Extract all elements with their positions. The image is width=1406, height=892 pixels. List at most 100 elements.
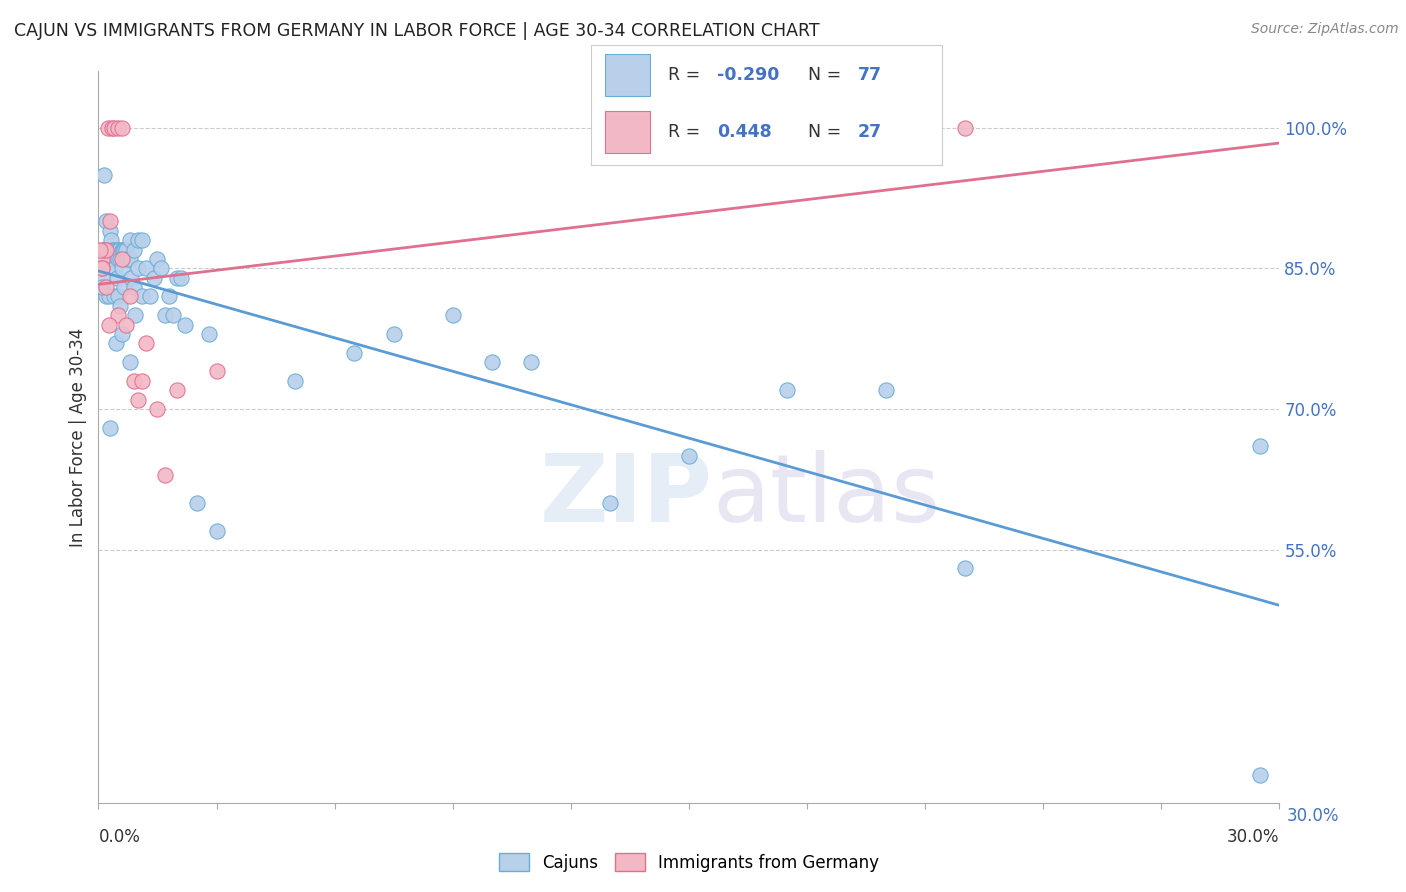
Point xyxy=(115,252,138,266)
Text: N =: N = xyxy=(808,66,848,85)
Point xyxy=(135,336,157,351)
Point xyxy=(1249,440,1271,454)
Point xyxy=(118,252,141,266)
Point xyxy=(131,374,153,388)
Point xyxy=(115,243,138,257)
Text: -0.290: -0.290 xyxy=(717,66,779,85)
Point xyxy=(98,318,121,332)
Point xyxy=(155,467,177,482)
Bar xyxy=(605,111,650,153)
Point xyxy=(107,243,129,257)
Point xyxy=(91,270,114,285)
Point xyxy=(127,261,149,276)
Point xyxy=(103,289,125,303)
Point xyxy=(127,392,149,407)
Text: 30.0%: 30.0% xyxy=(1286,807,1339,825)
Point xyxy=(98,420,121,434)
Point xyxy=(107,289,129,303)
Point xyxy=(157,289,180,303)
Point xyxy=(776,383,799,397)
Point xyxy=(481,355,503,369)
Point xyxy=(115,318,138,332)
Text: 77: 77 xyxy=(858,66,882,85)
Point xyxy=(93,168,115,182)
Text: atlas: atlas xyxy=(713,450,941,541)
Point xyxy=(105,270,128,285)
Point xyxy=(91,261,114,276)
Point xyxy=(520,355,543,369)
Text: R =: R = xyxy=(668,66,706,85)
Point xyxy=(118,289,141,303)
Point xyxy=(382,326,405,341)
Point xyxy=(98,243,121,257)
Text: ZIP: ZIP xyxy=(540,450,713,541)
Point xyxy=(111,120,134,135)
Point xyxy=(284,374,307,388)
Text: R =: R = xyxy=(668,123,711,141)
Point xyxy=(91,280,114,294)
Point xyxy=(96,243,118,257)
Point xyxy=(110,299,132,313)
Point xyxy=(162,308,184,322)
Legend: Cajuns, Immigrants from Germany: Cajuns, Immigrants from Germany xyxy=(492,847,886,879)
Point xyxy=(599,496,621,510)
Point xyxy=(108,252,131,266)
Text: 27: 27 xyxy=(858,123,882,141)
Point xyxy=(107,252,129,266)
Point xyxy=(118,233,141,247)
Point xyxy=(131,233,153,247)
Point xyxy=(100,233,122,247)
Point xyxy=(103,243,125,257)
Text: N =: N = xyxy=(808,123,848,141)
Point xyxy=(111,243,134,257)
Point xyxy=(122,374,145,388)
Point xyxy=(107,308,129,322)
Point xyxy=(111,252,134,266)
Point xyxy=(1249,767,1271,781)
Point xyxy=(112,243,135,257)
Y-axis label: In Labor Force | Age 30-34: In Labor Force | Age 30-34 xyxy=(69,327,87,547)
Point xyxy=(953,561,976,575)
Point xyxy=(115,243,138,257)
Point xyxy=(96,289,118,303)
Point xyxy=(101,120,124,135)
Point xyxy=(103,252,125,266)
Point xyxy=(131,289,153,303)
Point xyxy=(122,243,145,257)
Point xyxy=(150,261,173,276)
Point xyxy=(166,270,188,285)
Point xyxy=(104,243,127,257)
Point xyxy=(98,224,121,238)
Point xyxy=(103,120,125,135)
Point xyxy=(122,280,145,294)
Point xyxy=(107,120,129,135)
Point xyxy=(98,289,121,303)
Point xyxy=(112,280,135,294)
Point xyxy=(875,383,897,397)
Point xyxy=(678,449,700,463)
Point xyxy=(120,270,142,285)
Point xyxy=(108,243,131,257)
Point xyxy=(90,243,112,257)
Point xyxy=(96,243,118,257)
Point xyxy=(197,326,219,341)
Point xyxy=(89,243,111,257)
Point xyxy=(97,120,120,135)
Point xyxy=(94,243,117,257)
Point xyxy=(111,326,134,341)
Point xyxy=(441,308,464,322)
Point xyxy=(138,289,160,303)
Point xyxy=(205,524,228,538)
Point xyxy=(90,252,112,266)
Point xyxy=(101,252,124,266)
Text: CAJUN VS IMMIGRANTS FROM GERMANY IN LABOR FORCE | AGE 30-34 CORRELATION CHART: CAJUN VS IMMIGRANTS FROM GERMANY IN LABO… xyxy=(14,22,820,40)
Text: 0.0%: 0.0% xyxy=(98,828,141,846)
Point xyxy=(91,261,114,276)
Point xyxy=(174,318,197,332)
Point xyxy=(186,496,208,510)
Point xyxy=(93,243,115,257)
Text: 0.448: 0.448 xyxy=(717,123,772,141)
Point xyxy=(111,243,134,257)
Point xyxy=(170,270,193,285)
Bar xyxy=(605,54,650,96)
